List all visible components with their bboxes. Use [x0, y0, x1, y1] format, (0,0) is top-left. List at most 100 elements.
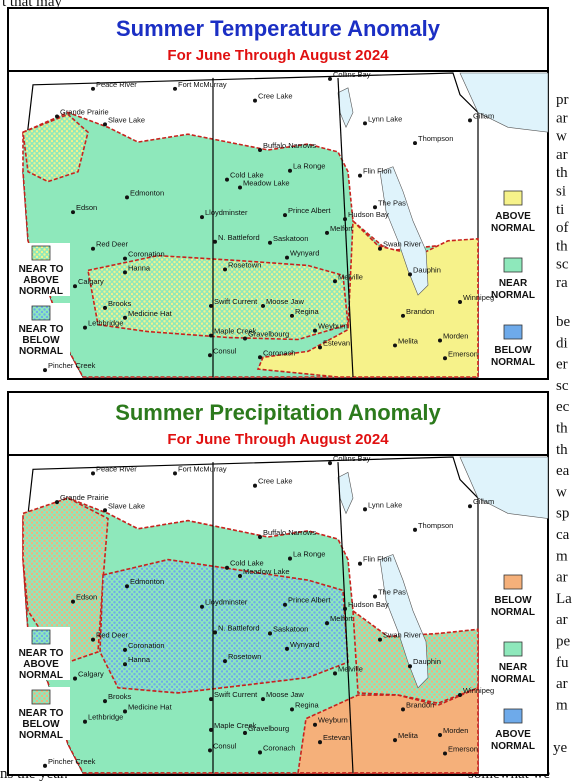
margin-text: pe [556, 634, 571, 650]
province-border [337, 462, 354, 774]
margin-text: of [556, 220, 569, 236]
city-label: La Ronge [293, 549, 325, 558]
margin-text: m [556, 697, 568, 713]
city-dot [173, 471, 177, 476]
city-label: Edson [76, 593, 97, 602]
map-panel: Summer Precipitation Anomaly For June Thr… [7, 391, 549, 776]
city-label: Prince Albert [288, 596, 331, 605]
city-dot [91, 637, 95, 642]
city-dot [225, 177, 229, 182]
city-dot [213, 630, 217, 635]
city-label: Peace River [96, 464, 137, 473]
city-dot [458, 300, 462, 304]
city-label: Melita [398, 731, 419, 740]
city-label: Prince Albert [288, 206, 331, 215]
city-label: Melville [338, 664, 363, 673]
city-dot [318, 345, 322, 350]
legend-swatch [503, 257, 523, 273]
city-dot [468, 504, 472, 509]
legend-label: BELOW [22, 719, 60, 730]
city-label: Gravelbourg [248, 330, 289, 339]
city-label: Red Deer [96, 240, 129, 249]
city-label: The Pas [378, 198, 406, 207]
city-label: Fort McMurray [178, 464, 227, 473]
legend-label: NORMAL [19, 670, 63, 681]
city-label: Calgary [78, 669, 104, 678]
city-label: Lynn Lake [368, 500, 402, 509]
city-dot [209, 697, 213, 702]
city-dot [468, 118, 472, 123]
city-label: N. Battleford [218, 623, 260, 632]
city-dot [408, 272, 412, 277]
city-dot [83, 325, 87, 330]
city-dot [123, 256, 127, 261]
city-dot [288, 168, 292, 173]
margin-text: ca [556, 527, 570, 543]
margin-text: ar [556, 110, 568, 126]
margin-text: th [556, 165, 568, 181]
city-dot [378, 246, 382, 251]
margin-text: m [556, 548, 568, 564]
city-dot [91, 246, 95, 251]
city-label: Slave Lake [108, 115, 145, 124]
city-dot [258, 148, 262, 152]
city-dot [373, 594, 377, 599]
anomaly-region [99, 558, 349, 694]
city-label: Cold Lake [230, 171, 264, 180]
city-label: Coronach [263, 348, 295, 357]
city-dot [243, 336, 247, 341]
city-label: Regina [295, 700, 319, 709]
city-label: Weyburn [318, 716, 348, 725]
city-label: Cree Lake [258, 92, 293, 101]
city-dot [413, 527, 417, 532]
city-dot [91, 86, 95, 91]
legend-swatch [503, 574, 523, 590]
city-label: Buffalo Narrows [263, 141, 316, 150]
legend-label: NEAR TO [19, 648, 64, 659]
city-dot [123, 709, 127, 714]
legend-label: NORMAL [491, 741, 535, 752]
city-dot [401, 313, 405, 318]
city-dot [103, 508, 107, 513]
city-label: Peace River [96, 80, 137, 89]
city-label: Hudson Bay [348, 600, 389, 609]
city-label: Swan River [383, 240, 422, 249]
city-label: Moose Jaw [266, 297, 304, 306]
city-dot [209, 333, 213, 338]
margin-text: sc [556, 378, 569, 394]
anomaly-region [22, 497, 109, 664]
city-dot [103, 122, 107, 127]
city-dot [123, 647, 127, 652]
city-label: Swan River [383, 630, 422, 639]
city-label: Maple Creek [214, 721, 257, 730]
legend-label: NEAR TO [19, 708, 64, 719]
hudson-bay [459, 72, 549, 133]
legend-label: ABOVE [495, 211, 531, 222]
margin-text: si [556, 184, 566, 200]
city-label: Moose Jaw [266, 690, 304, 699]
legend-label: NORMAL [491, 223, 535, 234]
city-label: Melfort [330, 614, 354, 623]
city-label: The Pas [378, 587, 406, 596]
city-dot [343, 606, 347, 611]
margin-text: th [556, 421, 568, 437]
margin-text: fu [556, 655, 569, 671]
city-label: Brooks [108, 299, 132, 308]
map-title: Summer Precipitation Anomaly [115, 400, 441, 425]
city-label: Consul [213, 346, 237, 355]
city-dot [325, 230, 329, 235]
city-label: Gravelbourg [248, 724, 289, 733]
city-label: Wynyard [290, 640, 319, 649]
margin-text: th [556, 442, 568, 458]
city-dot [438, 732, 442, 738]
map-panel: Summer Temperature Anomaly For June Throu… [7, 7, 549, 380]
city-label: Emerson [448, 744, 478, 753]
city-dot [328, 76, 332, 81]
city-label: Melville [338, 272, 363, 281]
city-dot [123, 315, 127, 320]
city-label: Coronation [128, 641, 165, 650]
city-dot [285, 255, 289, 260]
legend-label: BELOW [494, 345, 532, 356]
city-dot [343, 217, 347, 222]
city-label: Edson [76, 203, 97, 212]
